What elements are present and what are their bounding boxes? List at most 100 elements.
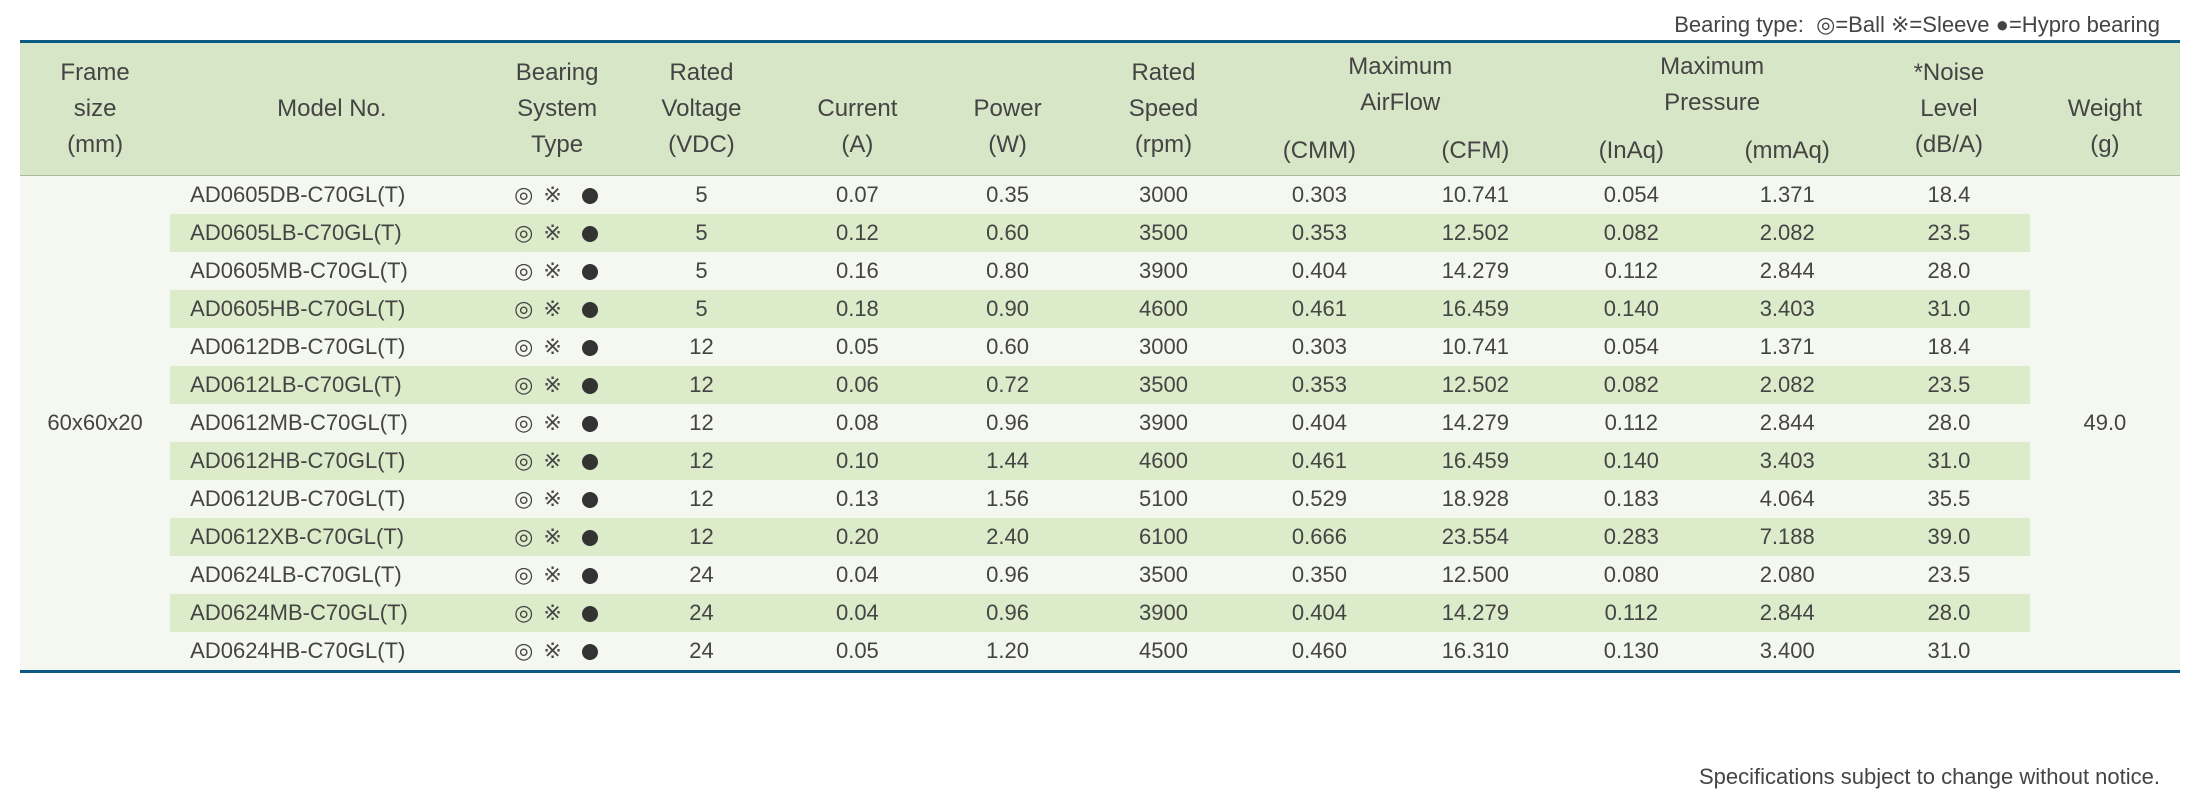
cmm-cell: 0.353 xyxy=(1244,214,1394,252)
legend-sleeve: ※=Sleeve xyxy=(1891,12,1990,37)
power-cell: 1.56 xyxy=(932,480,1082,518)
voltage-cell: 12 xyxy=(621,366,783,404)
legend-hypro: ●=Hypro bearing xyxy=(1996,12,2160,37)
model-cell: AD0624LB-C70GL(T) xyxy=(170,556,493,594)
mmaq-cell: 4.064 xyxy=(1706,480,1868,518)
voltage-cell: 12 xyxy=(621,518,783,556)
cfm-cell: 16.459 xyxy=(1394,290,1556,328)
noise-cell: 18.4 xyxy=(1868,328,2030,366)
inaq-cell: 0.112 xyxy=(1556,252,1706,290)
current-cell: 0.05 xyxy=(782,632,932,672)
bearing-cell: ◎ ※ xyxy=(494,366,621,404)
mmaq-cell: 2.080 xyxy=(1706,556,1868,594)
legend-prefix: Bearing type: xyxy=(1674,12,1804,37)
speed-cell: 4500 xyxy=(1083,632,1245,672)
current-cell: 0.16 xyxy=(782,252,932,290)
table-row: 60x60x20AD0605DB-C70GL(T)◎ ※ 50.070.3530… xyxy=(20,176,2180,215)
voltage-cell: 5 xyxy=(621,290,783,328)
speed-cell: 3500 xyxy=(1083,556,1245,594)
model-cell: AD0612UB-C70GL(T) xyxy=(170,480,493,518)
header-power: Power (W) xyxy=(932,43,1082,176)
power-cell: 0.96 xyxy=(932,404,1082,442)
bearing-cell: ◎ ※ xyxy=(494,594,621,632)
current-cell: 0.04 xyxy=(782,556,932,594)
table-row: AD0612MB-C70GL(T)◎ ※ 120.080.9639000.404… xyxy=(20,404,2180,442)
cfm-cell: 18.928 xyxy=(1394,480,1556,518)
current-cell: 0.13 xyxy=(782,480,932,518)
spec-table: Frame size (mm) Model No. Bearing System… xyxy=(20,43,2180,673)
noise-cell: 23.5 xyxy=(1868,366,2030,404)
cfm-cell: 16.459 xyxy=(1394,442,1556,480)
cmm-cell: 0.461 xyxy=(1244,442,1394,480)
mmaq-cell: 2.082 xyxy=(1706,366,1868,404)
cmm-cell: 0.350 xyxy=(1244,556,1394,594)
speed-cell: 4600 xyxy=(1083,442,1245,480)
power-cell: 0.96 xyxy=(932,556,1082,594)
cmm-cell: 0.353 xyxy=(1244,366,1394,404)
bearing-cell: ◎ ※ xyxy=(494,556,621,594)
power-cell: 0.60 xyxy=(932,328,1082,366)
cmm-cell: 0.404 xyxy=(1244,594,1394,632)
current-cell: 0.05 xyxy=(782,328,932,366)
cmm-cell: 0.666 xyxy=(1244,518,1394,556)
inaq-cell: 0.112 xyxy=(1556,404,1706,442)
current-cell: 0.20 xyxy=(782,518,932,556)
header-pressure: Maximum Pressure xyxy=(1556,43,1868,127)
model-cell: AD0612XB-C70GL(T) xyxy=(170,518,493,556)
cfm-cell: 14.279 xyxy=(1394,404,1556,442)
noise-cell: 31.0 xyxy=(1868,442,2030,480)
bearing-cell: ◎ ※ xyxy=(494,290,621,328)
power-cell: 0.72 xyxy=(932,366,1082,404)
power-cell: 1.20 xyxy=(932,632,1082,672)
table-row: AD0612HB-C70GL(T)◎ ※ 120.101.4446000.461… xyxy=(20,442,2180,480)
inaq-cell: 0.130 xyxy=(1556,632,1706,672)
voltage-cell: 5 xyxy=(621,252,783,290)
weight-cell: 49.0 xyxy=(2030,176,2180,672)
model-cell: AD0624MB-C70GL(T) xyxy=(170,594,493,632)
table-header: Frame size (mm) Model No. Bearing System… xyxy=(20,43,2180,176)
cfm-cell: 16.310 xyxy=(1394,632,1556,672)
table-row: AD0612LB-C70GL(T)◎ ※ 120.060.7235000.353… xyxy=(20,366,2180,404)
header-cfm: (CFM) xyxy=(1394,127,1556,176)
mmaq-cell: 3.400 xyxy=(1706,632,1868,672)
mmaq-cell: 2.844 xyxy=(1706,404,1868,442)
current-cell: 0.07 xyxy=(782,176,932,215)
bearing-cell: ◎ ※ xyxy=(494,252,621,290)
power-cell: 0.96 xyxy=(932,594,1082,632)
speed-cell: 6100 xyxy=(1083,518,1245,556)
current-cell: 0.08 xyxy=(782,404,932,442)
mmaq-cell: 3.403 xyxy=(1706,290,1868,328)
mmaq-cell: 3.403 xyxy=(1706,442,1868,480)
power-cell: 0.60 xyxy=(932,214,1082,252)
mmaq-cell: 1.371 xyxy=(1706,176,1868,215)
current-cell: 0.06 xyxy=(782,366,932,404)
model-cell: AD0612MB-C70GL(T) xyxy=(170,404,493,442)
speed-cell: 3000 xyxy=(1083,328,1245,366)
table-body: 60x60x20AD0605DB-C70GL(T)◎ ※ 50.070.3530… xyxy=(20,176,2180,672)
current-cell: 0.12 xyxy=(782,214,932,252)
noise-cell: 23.5 xyxy=(1868,214,2030,252)
inaq-cell: 0.140 xyxy=(1556,442,1706,480)
mmaq-cell: 7.188 xyxy=(1706,518,1868,556)
cmm-cell: 0.303 xyxy=(1244,176,1394,215)
bearing-cell: ◎ ※ xyxy=(494,328,621,366)
current-cell: 0.04 xyxy=(782,594,932,632)
power-cell: 2.40 xyxy=(932,518,1082,556)
inaq-cell: 0.054 xyxy=(1556,176,1706,215)
inaq-cell: 0.140 xyxy=(1556,290,1706,328)
table-row: AD0605HB-C70GL(T)◎ ※ 50.180.9046000.4611… xyxy=(20,290,2180,328)
speed-cell: 3900 xyxy=(1083,404,1245,442)
table-row: AD0624MB-C70GL(T)◎ ※ 240.040.9639000.404… xyxy=(20,594,2180,632)
speed-cell: 5100 xyxy=(1083,480,1245,518)
noise-cell: 28.0 xyxy=(1868,594,2030,632)
model-cell: AD0612HB-C70GL(T) xyxy=(170,442,493,480)
noise-cell: 31.0 xyxy=(1868,632,2030,672)
table-row: AD0624LB-C70GL(T)◎ ※ 240.040.9635000.350… xyxy=(20,556,2180,594)
speed-cell: 3500 xyxy=(1083,214,1245,252)
voltage-cell: 24 xyxy=(621,556,783,594)
mmaq-cell: 2.082 xyxy=(1706,214,1868,252)
table-row: AD0605MB-C70GL(T)◎ ※ 50.160.8039000.4041… xyxy=(20,252,2180,290)
header-cmm: (CMM) xyxy=(1244,127,1394,176)
cfm-cell: 12.502 xyxy=(1394,366,1556,404)
model-cell: AD0605LB-C70GL(T) xyxy=(170,214,493,252)
